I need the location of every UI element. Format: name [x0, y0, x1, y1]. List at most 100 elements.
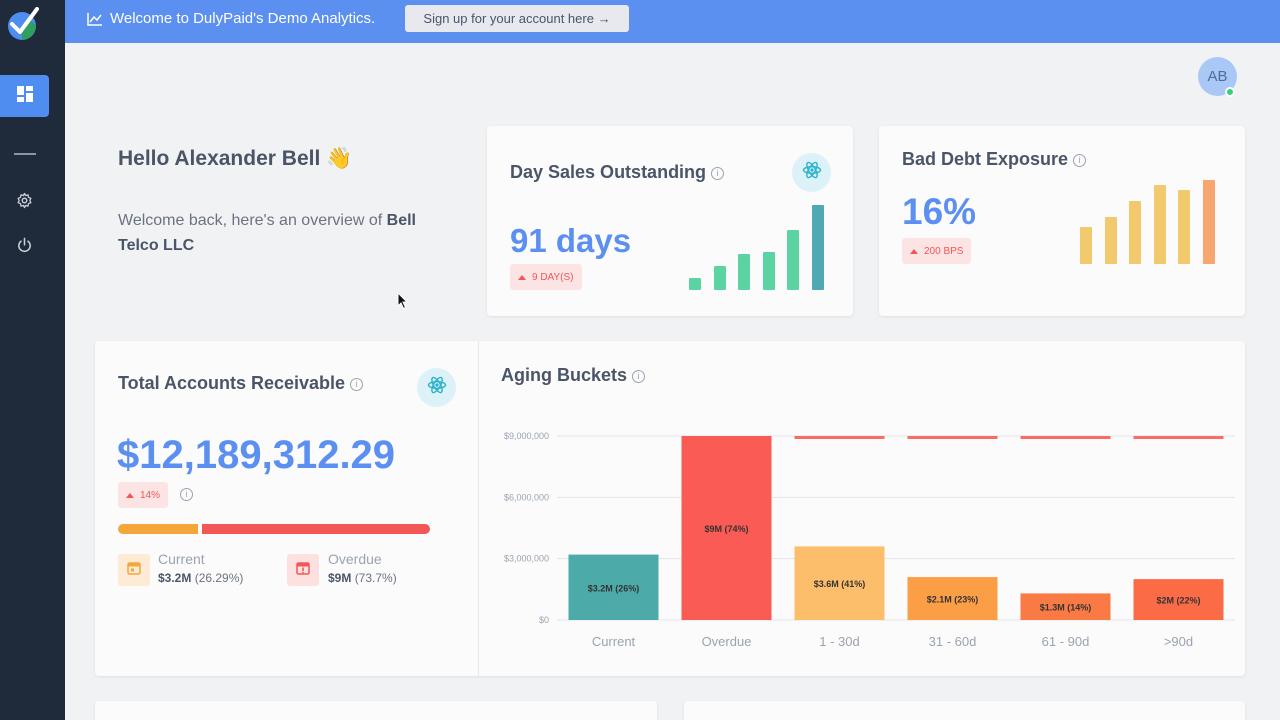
bar-data-label: $2M (22%)	[1156, 596, 1200, 606]
nav-dashboard[interactable]	[0, 75, 49, 117]
sidebar	[0, 0, 65, 720]
bad-debt-mini-bar	[1104, 217, 1117, 264]
bad-debt-change-badge: 200 BPS	[902, 238, 972, 264]
receivable-change-badge: 14%	[118, 482, 169, 508]
aging-buckets-chart: $0 $3,000,000 $6,000,000 $9,000,000 $3.2M (2…	[504, 431, 1235, 649]
bottom-left-card	[95, 701, 657, 720]
dso-value: 91 days	[510, 222, 632, 259]
bad-debt-mini-bar	[1153, 185, 1166, 264]
atom-icon	[427, 375, 447, 400]
online-status-dot	[1225, 87, 1235, 97]
aging-bar	[681, 436, 772, 620]
nav-logout[interactable]	[14, 237, 34, 259]
card-divider	[478, 341, 479, 676]
bar-data-label: $1.3M (14%)	[1040, 603, 1092, 613]
y-tick-label: $6,000,000	[504, 492, 549, 502]
caret-up-icon	[910, 248, 918, 254]
aging-bar	[1133, 579, 1224, 620]
bad-debt-title: Bad Debt Exposure i	[902, 149, 1087, 170]
current-label: Current	[158, 551, 205, 567]
dso-mini-bar	[811, 205, 824, 290]
gear-icon	[16, 192, 33, 214]
nav-settings[interactable]	[14, 192, 34, 214]
dso-mini-bar	[738, 254, 750, 290]
x-tick-label: Current	[592, 634, 636, 649]
split-current-segment	[118, 524, 198, 534]
receivable-title-text: Total Accounts Receivable	[118, 373, 346, 393]
atom-icon	[802, 160, 822, 185]
aging-bar-overlay	[907, 436, 998, 439]
dashboard-icon	[16, 85, 33, 107]
aging-bar	[794, 546, 885, 620]
line-chart-icon	[87, 12, 103, 26]
receivable-split-bar	[118, 524, 430, 534]
y-tick-label: $0	[539, 615, 549, 625]
dso-badge-text: 9 DAY(S)	[532, 271, 574, 283]
demo-banner: Welcome to DulyPaid's Demo Analytics. Si…	[65, 0, 1280, 43]
greeting-heading: Hello Alexander Bell 👋	[118, 147, 353, 170]
bad-debt-mini-bar	[1080, 227, 1092, 264]
bar-data-label: $3.6M (41%)	[814, 579, 866, 589]
dso-atom-button[interactable]	[792, 153, 831, 192]
current-legend-box	[118, 554, 150, 586]
aging-bar-overlay	[1020, 436, 1111, 439]
company-name: Bell Telco LLC	[118, 212, 416, 254]
info-icon[interactable]: i	[711, 166, 725, 180]
receivable-value: $12,189,312.29	[117, 433, 396, 477]
welcome-text: Welcome back, here's an overview of Bell…	[118, 208, 458, 258]
mouse-cursor-icon	[397, 291, 409, 315]
dso-mini-bar	[787, 230, 799, 290]
info-icon[interactable]: i	[632, 369, 646, 383]
bad-debt-mini-chart	[1080, 164, 1220, 264]
caret-up-icon	[126, 492, 134, 498]
aging-bar	[568, 554, 659, 620]
bar-data-label: $9M (74%)	[704, 524, 748, 534]
overdue-percent: (73.7%)	[354, 571, 397, 585]
dso-mini-bar	[762, 252, 775, 290]
dso-change-badge: 9 DAY(S)	[510, 264, 582, 290]
receivable-title: Total Accounts Receivable i	[118, 373, 364, 394]
bad-debt-value: 16%	[902, 191, 977, 232]
dso-card: Day Sales Outstanding i 91 days 9 DAY(S)	[487, 126, 853, 316]
overdue-legend-box	[287, 554, 319, 586]
x-tick-label: Overdue	[702, 634, 752, 649]
overdue-label: Overdue	[328, 551, 382, 567]
aging-bar-overlay	[794, 436, 885, 439]
power-icon	[16, 237, 33, 259]
current-value: $3.2M (26.29%)	[158, 571, 243, 585]
bad-debt-badge-text: 200 BPS	[924, 245, 964, 257]
dso-mini-bar	[713, 266, 726, 290]
nav-divider	[14, 153, 36, 155]
info-icon[interactable]: i	[180, 488, 193, 501]
bad-debt-mini-bar	[1129, 201, 1141, 264]
x-tick-label: 1 - 30d	[819, 634, 859, 649]
y-tick-label: $9,000,000	[504, 431, 549, 441]
calendar-icon	[127, 561, 141, 580]
banner-text: Welcome to DulyPaid's Demo Analytics.	[110, 10, 376, 27]
aging-bar-overlay	[1133, 436, 1224, 439]
bad-debt-card: Bad Debt Exposure i 16% 200 BPS	[879, 126, 1245, 316]
dso-title-text: Day Sales Outstanding	[510, 162, 707, 182]
signup-button[interactable]: Sign up for your account here →	[405, 5, 629, 32]
info-icon[interactable]: i	[350, 377, 364, 391]
bad-debt-mini-bar	[1202, 180, 1215, 264]
aging-title-text: Aging Buckets	[501, 365, 628, 385]
info-icon[interactable]: i	[1073, 153, 1087, 167]
y-tick-label: $3,000,000	[504, 554, 549, 564]
bar-data-label: $2.1M (23%)	[927, 595, 979, 605]
split-overdue-segment	[202, 524, 430, 534]
bad-debt-title-text: Bad Debt Exposure	[902, 149, 1069, 169]
dulypaid-logo[interactable]	[7, 7, 39, 41]
x-tick-label: 61 - 90d	[1042, 634, 1090, 649]
calendar-alert-icon	[296, 561, 310, 580]
caret-up-icon	[518, 274, 526, 280]
x-tick-label: 31 - 60d	[929, 634, 977, 649]
bar-data-label: $3.2M (26%)	[588, 583, 640, 593]
receivable-badge-text: 14%	[140, 489, 161, 501]
dso-mini-bar	[689, 278, 701, 290]
bad-debt-mini-bar	[1178, 190, 1190, 264]
current-percent: (26.29%)	[194, 571, 244, 585]
dso-title: Day Sales Outstanding i	[510, 162, 725, 183]
receivable-atom-button[interactable]	[417, 368, 456, 407]
aging-title: Aging Buckets i	[501, 365, 646, 386]
